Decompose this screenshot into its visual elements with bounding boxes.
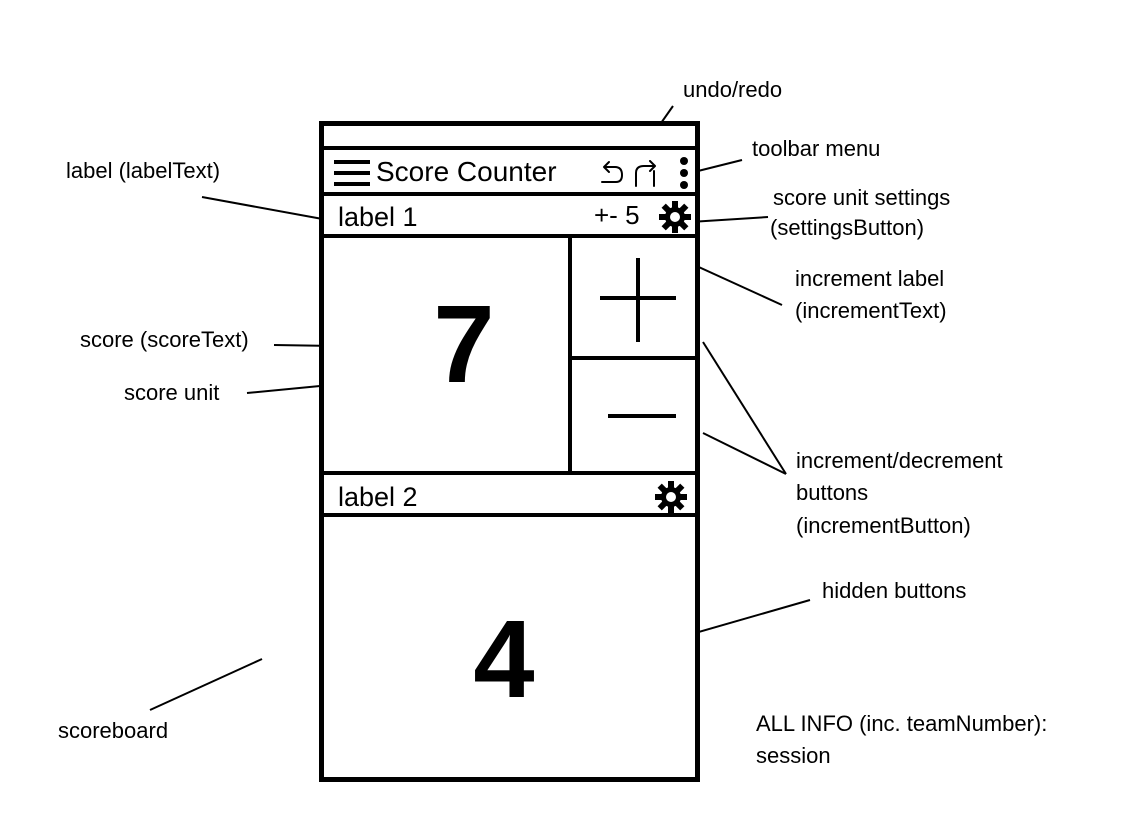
- annotation-score: score (scoreText): [80, 327, 249, 352]
- team-1-header: label 1 +- 5: [324, 198, 695, 238]
- annotation-session: session: [756, 743, 831, 768]
- label-text: label 1: [338, 202, 418, 232]
- annotation-increment-buttons: increment/decrement: [796, 448, 1003, 473]
- gear-icon[interactable]: [658, 200, 692, 234]
- score-text: 4: [473, 598, 535, 721]
- leader-increment-button-minus: [702, 432, 787, 475]
- team-2-score-unit[interactable]: 4: [324, 517, 695, 778]
- gear-icon[interactable]: [654, 480, 688, 514]
- increment-buttons: [568, 238, 700, 471]
- status-bar: [324, 126, 695, 150]
- toolbar: Score Counter: [324, 150, 695, 196]
- annotation-buttons: buttons: [796, 480, 869, 505]
- undo-icon[interactable]: [601, 161, 623, 183]
- annotation-label: label (labelText): [66, 158, 221, 183]
- annotation-hidden-buttons: hidden buttons: [822, 578, 967, 603]
- more-vert-icon[interactable]: [678, 156, 690, 190]
- annotation-score-unit-settings: score unit settings: [773, 185, 951, 210]
- undo-redo-icons: [601, 160, 656, 187]
- increment-button-minus[interactable]: [572, 360, 700, 471]
- leader-toolbar-menu: [693, 159, 743, 173]
- team-1-score-unit: 7: [324, 238, 700, 471]
- label-text: label 2: [338, 482, 418, 512]
- toolbar-title: Score Counter: [376, 156, 557, 187]
- leader-increment-button-plus: [702, 341, 787, 475]
- increment-button-plus[interactable]: [572, 238, 700, 360]
- annotation-increment-button: (incrementButton): [796, 513, 971, 538]
- menu-icon[interactable]: [334, 158, 370, 188]
- leader-settings-button: [689, 216, 769, 223]
- annotation-all-info: ALL INFO (inc. teamNumber):: [756, 711, 1048, 736]
- annotation-increment-label: increment label: [795, 266, 945, 291]
- annotation-score-unit: score unit: [124, 380, 220, 405]
- annotation-increment-text: (incrementText): [795, 298, 947, 323]
- annotation-settings-button: (settingsButton): [770, 215, 925, 240]
- increment-text: +- 5: [594, 200, 640, 230]
- phone-mockup: Score Counter label 1 +- 5: [319, 121, 700, 782]
- annotation-toolbar-menu: toolbar menu: [752, 136, 881, 161]
- leader-label: [201, 196, 329, 221]
- leader-score-unit: [246, 385, 321, 394]
- redo-icon[interactable]: [635, 160, 656, 187]
- leader-scoreboard: [149, 658, 263, 711]
- team-2-header: label 2: [324, 471, 695, 517]
- annotation-scoreboard: scoreboard: [58, 718, 169, 743]
- annotation-undo-redo: undo/redo: [683, 77, 783, 102]
- score-text: 7: [433, 283, 495, 406]
